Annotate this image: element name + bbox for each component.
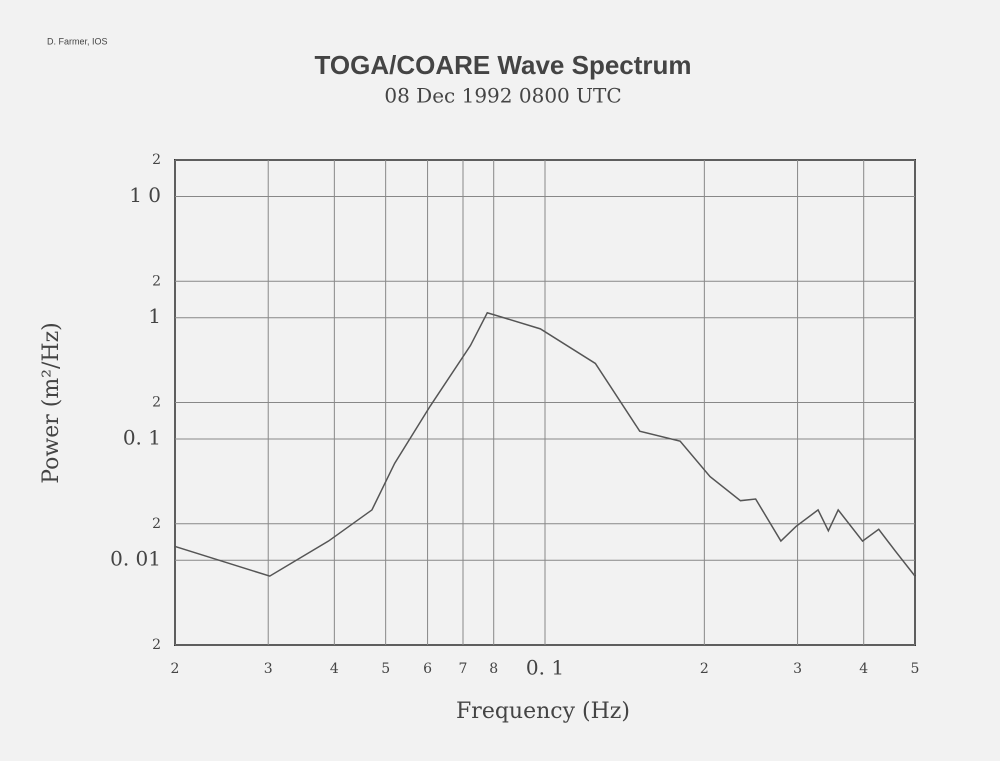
y-tick-label: 2 <box>152 395 161 411</box>
x-tick-label: 7 <box>459 661 468 677</box>
chart-subtitle: 08 Dec 1992 0800 UTC <box>384 84 621 108</box>
y-tick-label: 0. 1 <box>123 425 161 449</box>
x-axis-label: Frequency (Hz) <box>456 699 630 724</box>
x-tick-label: 2 <box>171 661 180 677</box>
x-tick-label: 5 <box>381 661 390 677</box>
y-tick-label: 2 <box>152 273 161 289</box>
y-tick-label: 2 <box>152 637 161 653</box>
y-tick-label: 1 0 <box>129 183 161 207</box>
chart-title: TOGA/COARE Wave Spectrum <box>314 50 691 80</box>
x-tick-label: 5 <box>911 661 920 677</box>
x-tick-label: 8 <box>489 661 498 677</box>
x-tick-label: 3 <box>264 661 273 677</box>
y-tick-label: 2 <box>152 152 161 168</box>
data-line <box>174 311 916 577</box>
x-tick-label: 3 <box>793 661 802 677</box>
credit: D. Farmer, IOS <box>47 36 108 46</box>
x-tick-label: 4 <box>859 661 868 677</box>
x-tick-label: 4 <box>330 661 339 677</box>
x-tick-label: 0. 1 <box>526 656 564 680</box>
y-axis-label: Power (m²/Hz) <box>39 322 64 484</box>
y-tick-label: 1 <box>148 304 161 328</box>
x-tick-label: 2 <box>700 661 709 677</box>
x-tick-label: 6 <box>423 661 432 677</box>
y-tick-label: 2 <box>152 516 161 532</box>
y-tick-label: 0. 01 <box>110 547 161 571</box>
